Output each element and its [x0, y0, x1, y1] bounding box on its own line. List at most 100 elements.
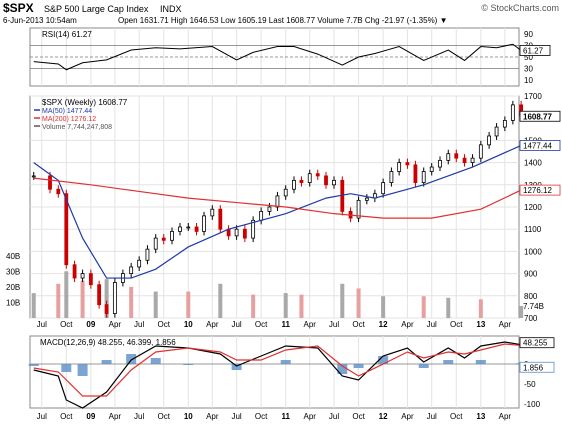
quote-summary: Open 1631.71 High 1646.53 Low 1605.19 La… — [118, 16, 447, 25]
price-candle-body — [356, 199, 361, 219]
stockcharts-watermark: © StockCharts.com — [481, 3, 559, 13]
macd-histogram-bar — [150, 358, 161, 364]
volume-tick-label: 10B — [6, 298, 20, 307]
macd-histogram-bar — [126, 354, 137, 364]
quote-date: 6-Jun-2013 10:54am — [3, 16, 77, 25]
price-candle-body — [478, 144, 483, 159]
x-tick-label: 13 — [476, 320, 485, 329]
price-candle-body — [307, 173, 312, 183]
price-candle-body — [462, 157, 467, 164]
x-tick-label: Apr — [401, 412, 414, 421]
x-tick-label: Oct — [255, 320, 268, 329]
price-candle-body — [242, 228, 247, 239]
volume-bar — [56, 283, 61, 318]
price-candle-body — [178, 226, 182, 232]
price-candle-body — [251, 219, 256, 239]
price-candle-body — [470, 157, 475, 164]
price-candle-body — [332, 179, 336, 186]
price-candle-body — [48, 175, 52, 190]
x-tick-label: 09 — [86, 412, 95, 421]
price-candle-body — [389, 171, 394, 183]
exchange-label: INDX — [160, 4, 182, 14]
rsi-title: RSI(14) 61.27 — [42, 30, 92, 39]
price-candle-body — [487, 135, 492, 146]
price-candle-body — [454, 153, 459, 159]
x-tick-label: Apr — [499, 320, 512, 329]
price-candle-body — [97, 284, 102, 306]
price-last-value-box — [519, 110, 561, 122]
x-tick-label: Jul — [427, 412, 437, 421]
volume-bar — [421, 296, 426, 318]
x-tick-label: Oct — [158, 412, 171, 421]
price-candle-body — [234, 228, 239, 237]
rsi-tick-label: 30 — [524, 65, 533, 74]
macd-last-value: 1.856 — [523, 363, 544, 372]
x-tick-label: Oct — [352, 412, 365, 421]
price-last-value-box — [519, 140, 561, 151]
x-tick-label: Oct — [60, 320, 73, 329]
price-candle-body — [413, 164, 418, 183]
volume-tick-label: 30B — [6, 267, 20, 276]
rsi-tick-label: 50 — [524, 53, 533, 62]
price-candle-body — [429, 166, 434, 172]
x-tick-label: Apr — [304, 412, 317, 421]
rsi-tick-label: 90 — [524, 30, 533, 39]
price-last-value: 1608.77 — [523, 112, 552, 121]
macd-histogram-bar — [378, 356, 389, 364]
price-candle-body — [397, 162, 402, 172]
symbol-title: $SPX — [3, 1, 34, 15]
price-candle-body — [129, 266, 134, 275]
macd-histogram-bar — [183, 364, 194, 365]
volume-bar — [340, 283, 345, 318]
macd-last-value-box — [519, 337, 555, 349]
x-tick-label: 09 — [86, 320, 95, 329]
macd-histogram-bar — [280, 360, 291, 364]
macd-histogram-bar — [337, 364, 348, 374]
macd-histogram-bar — [475, 360, 486, 364]
x-tick-label: 10 — [184, 320, 193, 329]
price-candle-body — [56, 188, 61, 195]
x-tick-label: Jul — [329, 320, 339, 329]
price-tick-label: 1000 — [524, 247, 542, 256]
price-candle-body — [64, 193, 69, 266]
price-candle-body — [80, 273, 85, 279]
price-legend-item: Volume 7,744,247,808 — [42, 124, 112, 131]
x-tick-label: Oct — [60, 412, 73, 421]
rsi-line — [33, 43, 522, 71]
volume-bar — [31, 293, 36, 318]
price-candle-body — [104, 304, 109, 314]
price-candle-body — [259, 211, 264, 221]
price-tick-label: 900 — [524, 270, 538, 279]
macd-histogram-bar — [28, 364, 39, 366]
x-tick-label: Oct — [255, 412, 268, 421]
price-tick-label: 1100 — [524, 225, 542, 234]
price-candle-body — [438, 159, 442, 168]
ma200-line — [33, 177, 522, 219]
x-tick-label: Apr — [401, 320, 414, 329]
x-tick-label: Apr — [109, 320, 122, 329]
macd-histogram-bar — [353, 364, 364, 368]
price-candle-body — [194, 226, 199, 232]
index-name: S&P 500 Large Cap Index — [44, 4, 149, 14]
macd-histogram-bar — [418, 364, 429, 368]
volume-bar — [519, 305, 524, 318]
x-tick-label: Oct — [352, 320, 365, 329]
macd-panel-frame — [29, 335, 520, 409]
volume-bar — [64, 271, 69, 318]
price-tick-label: 1700 — [524, 92, 542, 101]
macd-histogram-bar — [101, 360, 112, 364]
macd-last-value: 48.255 — [523, 339, 548, 348]
price-candle-body — [112, 282, 117, 314]
price-candle-body — [364, 197, 369, 201]
price-candle-body — [299, 179, 304, 183]
price-tick-label: 800 — [524, 292, 538, 301]
price-candle-body — [283, 188, 288, 197]
price-candle-body — [381, 182, 386, 195]
price-candle-body — [210, 208, 215, 217]
macd-signal-line — [33, 343, 522, 397]
x-tick-label: 11 — [281, 320, 290, 329]
price-candle-body — [145, 248, 150, 261]
price-candle-body — [405, 162, 410, 166]
price-candle-body — [292, 179, 296, 190]
